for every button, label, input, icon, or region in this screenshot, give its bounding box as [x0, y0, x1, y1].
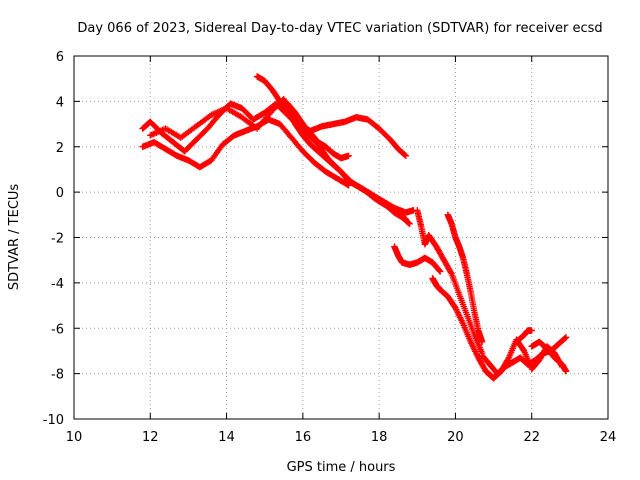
data-point — [562, 368, 570, 375]
y-tick-label: -4 — [51, 277, 64, 292]
y-tick-label: 4 — [56, 95, 64, 110]
data-point — [401, 151, 409, 159]
data-point — [436, 267, 443, 274]
y-tick-labels: -10 -8 -6 -4 -2 0 2 4 6 — [43, 50, 64, 428]
data-point — [406, 220, 413, 228]
data-point — [528, 327, 535, 334]
x-tick-label: 12 — [142, 430, 159, 445]
y-tick-label: -8 — [51, 368, 64, 383]
y-tick-label: 2 — [56, 141, 64, 156]
x-tick-label: 18 — [371, 430, 388, 445]
data-point — [405, 220, 413, 227]
data-point — [478, 338, 486, 346]
y-tick-label: -6 — [51, 322, 64, 337]
plot-frame — [73, 55, 609, 420]
chart-title: Day 066 of 2023, Sidereal Day-to-day VTE… — [77, 21, 602, 36]
y-tick-label: -2 — [51, 232, 64, 247]
x-tick-label: 20 — [447, 430, 464, 445]
data-point — [562, 334, 570, 341]
y-tick-label: 6 — [56, 50, 64, 65]
data-point — [447, 269, 455, 276]
x-tick-label: 14 — [218, 430, 235, 445]
y-axis-title: SDTVAR / TECUs — [7, 184, 22, 291]
data-point — [562, 334, 569, 342]
data-point — [436, 268, 444, 275]
x-tick-label: 24 — [600, 430, 617, 445]
x-axis-title: GPS time / hours — [287, 460, 396, 475]
x-tick-labels: 10 12 14 16 18 20 22 24 — [66, 430, 617, 445]
x-tick-label: 10 — [66, 430, 83, 445]
x-tick-label: 16 — [295, 430, 312, 445]
data-point — [402, 152, 410, 160]
y-tick-label: 0 — [56, 186, 64, 201]
x-tick-label: 22 — [523, 430, 540, 445]
data-point — [345, 152, 352, 160]
data-points — [139, 73, 570, 382]
y-tick-label: -10 — [43, 413, 64, 428]
